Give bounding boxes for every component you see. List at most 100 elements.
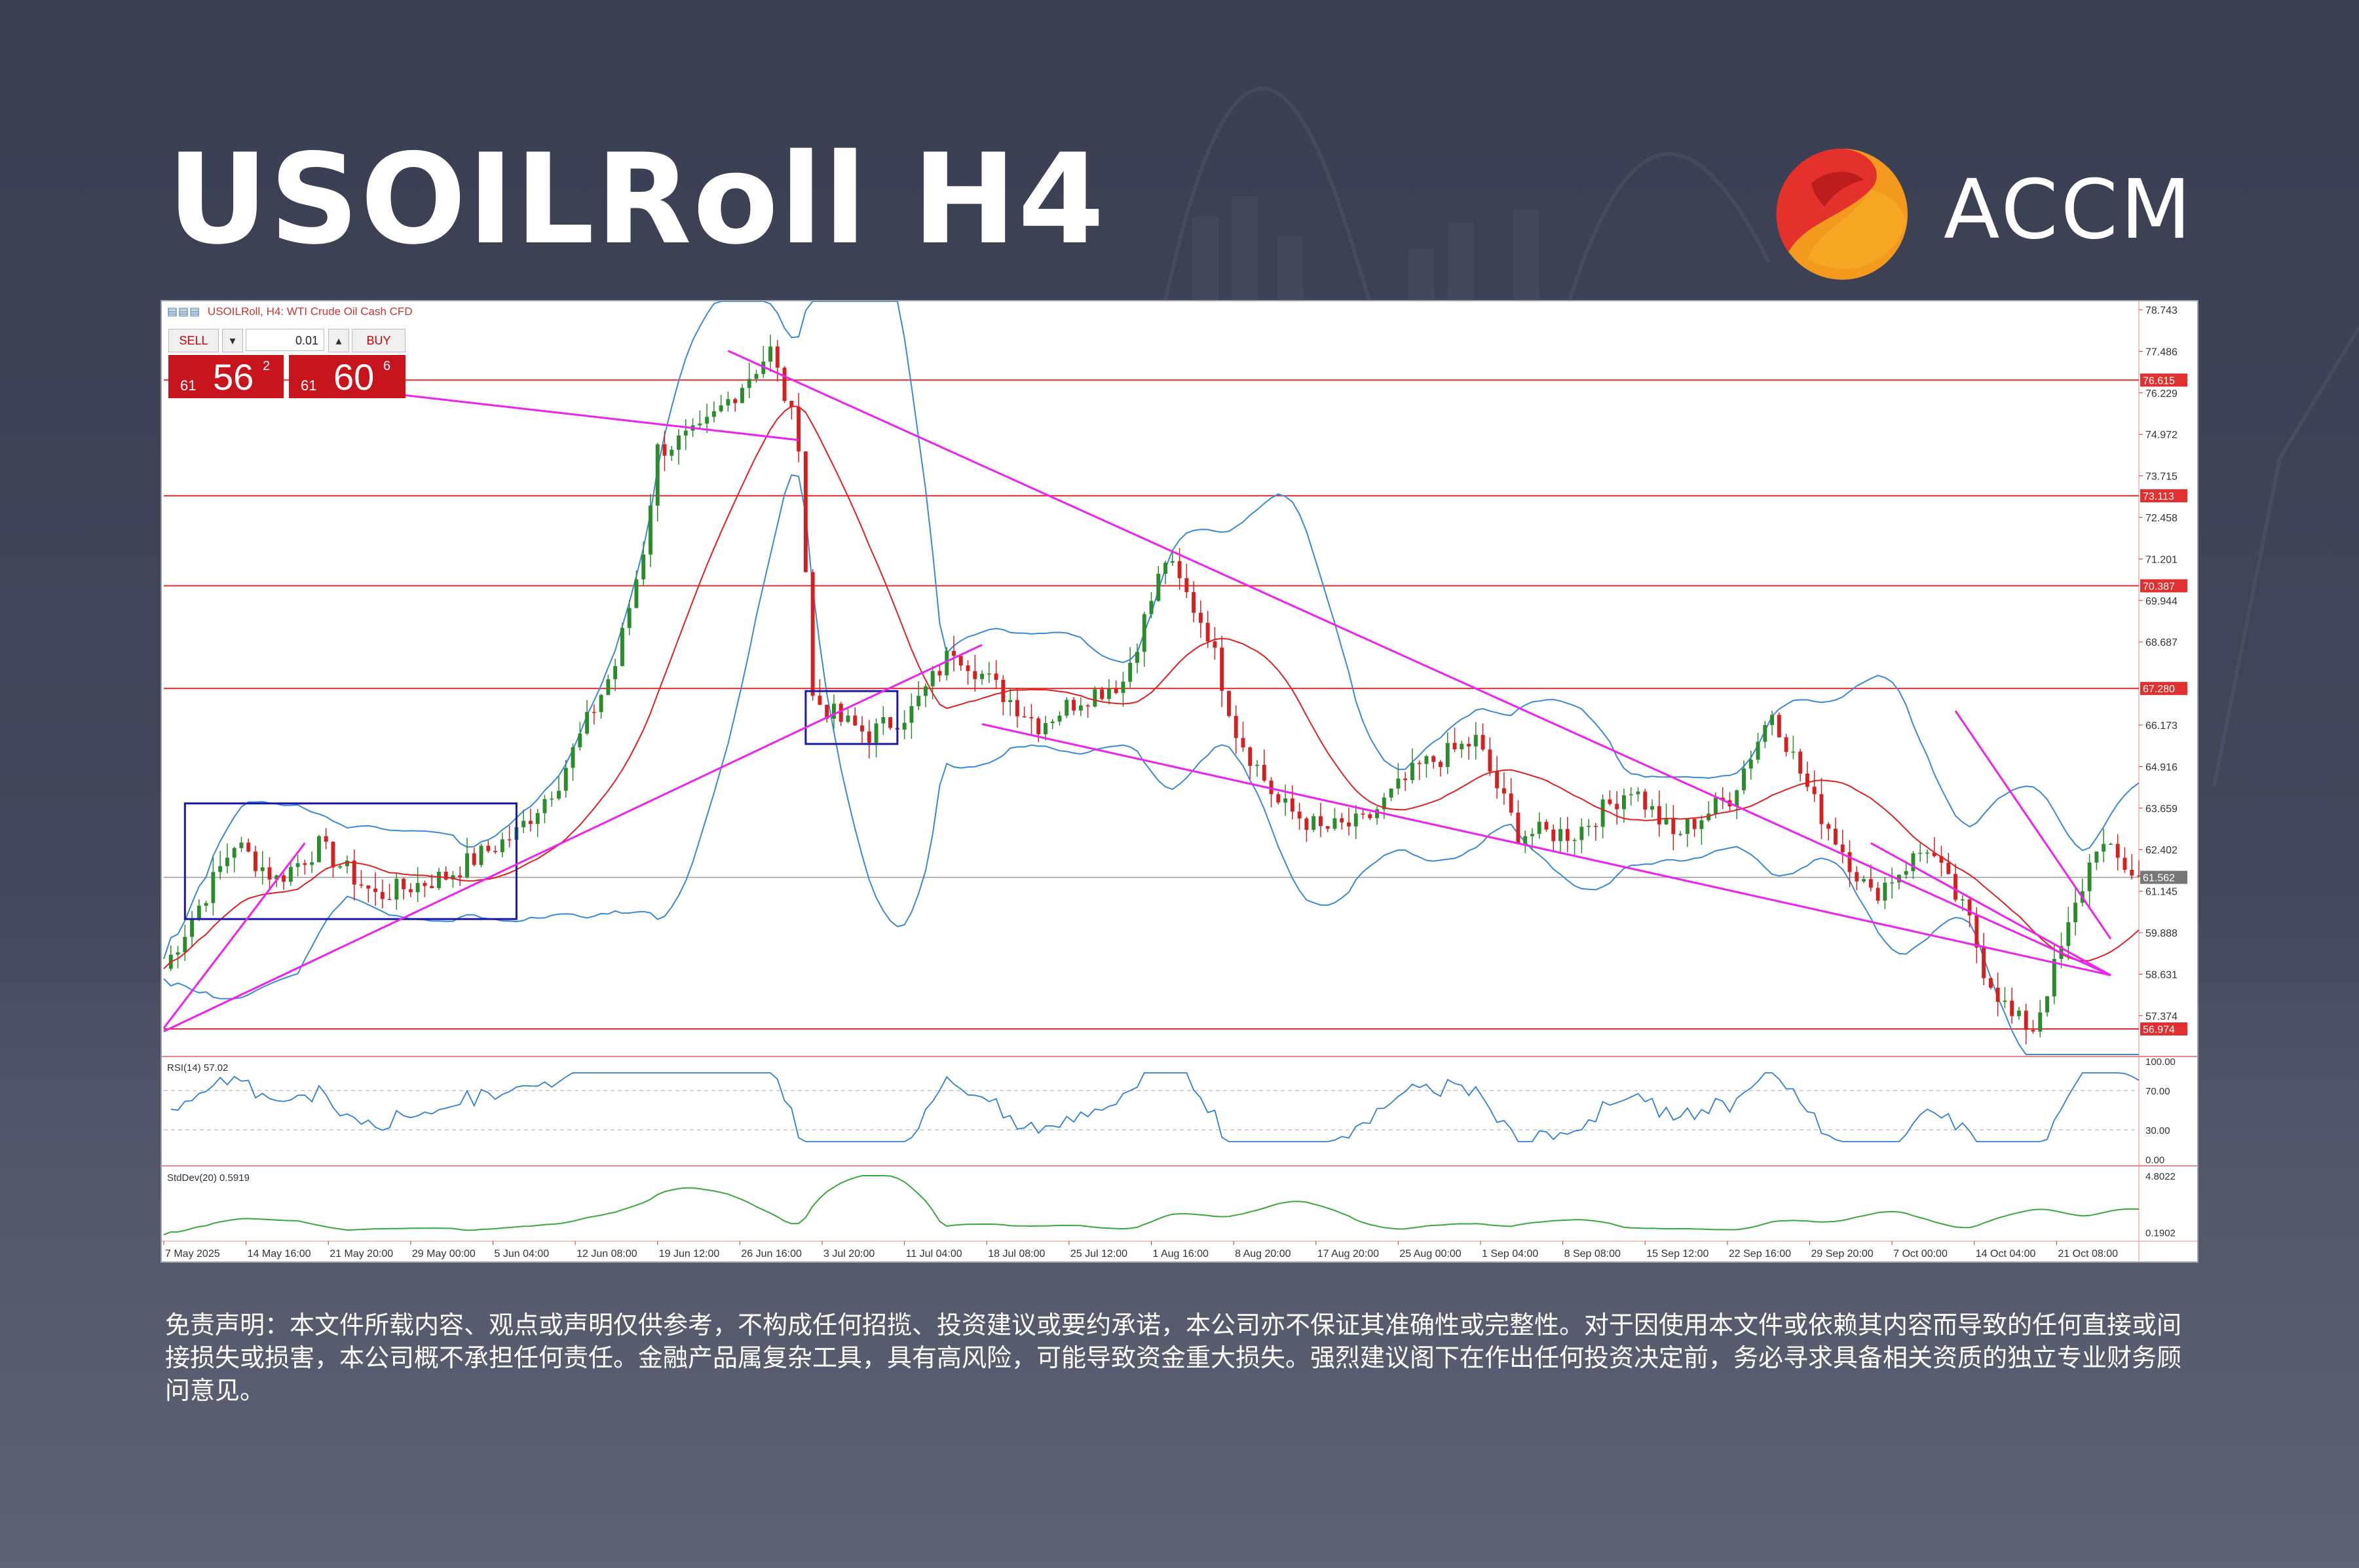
candle-body <box>916 696 921 707</box>
candle-body <box>2087 862 2092 891</box>
candle-body <box>641 554 646 580</box>
candle-body <box>331 842 335 868</box>
time-tick-label: 3 Jul 20:00 <box>823 1248 875 1260</box>
candle-body <box>1431 756 1436 762</box>
buy-price-main: 60 <box>333 356 375 398</box>
candle-body <box>1340 818 1344 823</box>
candle-body <box>550 798 554 800</box>
candle-body <box>627 608 632 628</box>
candle-body <box>232 848 236 858</box>
candle-body <box>719 405 723 411</box>
candle-body <box>1495 771 1500 789</box>
price-tick-label: 58.631 <box>2145 969 2178 980</box>
candle-body <box>1213 641 1217 648</box>
candle-body <box>1932 852 1936 857</box>
candle-body <box>952 650 956 656</box>
candle-body <box>563 768 568 791</box>
candle-body <box>1163 563 1167 574</box>
chart-window[interactable]: 78.743 77.486 76.229 74.972 73.715 72.458 71.2… <box>160 300 2199 1263</box>
buy-button[interactable]: BUY <box>352 329 406 352</box>
chart-canvas[interactable]: 78.743 77.486 76.229 74.972 73.715 72.458 71.2… <box>162 301 2197 1261</box>
candle-body <box>1283 798 1288 803</box>
price-tick-label: 62.402 <box>2145 845 2178 856</box>
candle-body <box>1093 689 1097 707</box>
candle-body <box>316 836 321 863</box>
candle-body <box>1713 797 1718 814</box>
time-tick-label: 8 Sep 08:00 <box>1564 1248 1621 1260</box>
candle-body <box>1065 700 1069 716</box>
candle-body <box>1678 834 1683 835</box>
current-price-tag <box>2140 870 2187 884</box>
candle-body <box>740 388 744 403</box>
page-title: USOILRoll H4 <box>167 127 1106 272</box>
sell-price-main: 56 <box>213 356 254 398</box>
price-level-tag <box>2140 489 2187 502</box>
price-tick-label: 57.374 <box>2145 1011 2178 1022</box>
candle-body <box>860 725 864 732</box>
candle-body <box>288 867 293 882</box>
time-tick-label: 21 May 20:00 <box>330 1248 393 1260</box>
candle-body <box>1720 797 1725 800</box>
candle-body <box>1995 987 2000 1002</box>
trend-line <box>727 350 2111 977</box>
candle-body <box>2038 1012 2043 1032</box>
candle-body <box>1544 821 1549 830</box>
price-tick-label: 68.687 <box>2145 637 2178 648</box>
candle-body <box>1805 774 1809 787</box>
candle-body <box>1410 762 1414 781</box>
price-tick-label: 71.201 <box>2145 554 2178 565</box>
trend-line <box>812 644 983 725</box>
lot-increase-icon[interactable]: ▴ <box>328 329 349 352</box>
symbol-description: USOILRoll, H4: WTI Crude Oil Cash CFD <box>207 305 413 318</box>
candle-body <box>2031 1030 2035 1032</box>
candle-body <box>1855 872 1859 882</box>
candle-body <box>218 866 223 872</box>
candle-body <box>1008 700 1013 702</box>
candle-body <box>711 411 716 417</box>
lot-decrease-icon[interactable]: ▾ <box>222 329 243 352</box>
candle-body <box>1234 716 1238 738</box>
trend-line <box>1870 842 2111 977</box>
candle-body <box>1015 700 1019 717</box>
candle-body <box>1530 834 1534 836</box>
candle-body <box>747 379 751 388</box>
candle-body <box>2045 996 2049 1013</box>
candle-body <box>1516 812 1520 844</box>
window-icons[interactable]: ▤▤▤ <box>167 305 201 318</box>
candle-body <box>1636 791 1640 794</box>
sell-price[interactable]: 61 56 2 <box>168 355 284 398</box>
candle-body <box>874 723 878 743</box>
candle-body <box>458 875 462 878</box>
time-tick-label: 14 May 16:00 <box>248 1248 311 1260</box>
candle-body <box>1763 724 1767 742</box>
candle-body <box>1735 790 1739 807</box>
candle-body <box>1452 743 1457 750</box>
candle-body <box>1156 574 1161 601</box>
candle-body <box>797 407 801 452</box>
candle-body <box>366 885 371 889</box>
buy-price[interactable]: 61 60 6 <box>289 355 406 398</box>
lot-size-input[interactable]: 0.01 <box>246 329 324 351</box>
candle-body <box>825 705 829 719</box>
candle-body <box>1509 793 1513 813</box>
stddev-line <box>163 1175 2140 1235</box>
candle-body <box>542 799 547 813</box>
price-tick-label: 76.229 <box>2145 388 2178 400</box>
candle-body <box>1960 899 1965 901</box>
time-tick-label: 1 Aug 16:00 <box>1153 1248 1209 1260</box>
candle-body <box>1460 743 1464 750</box>
candle-body <box>670 449 674 456</box>
candle-body <box>521 821 526 827</box>
candle-body <box>1325 826 1330 829</box>
candle-body <box>274 875 279 880</box>
stddev-tick-label: 0.1902 <box>2145 1227 2176 1239</box>
time-tick-label: 15 Sep 12:00 <box>1646 1248 1708 1260</box>
candle-body <box>451 875 455 880</box>
candle-body <box>1304 818 1309 830</box>
candle-body <box>1558 829 1562 842</box>
candle-body <box>881 717 886 724</box>
sell-button[interactable]: SELL <box>168 329 219 352</box>
stddev-label: StdDev(20) 0.5919 <box>167 1172 250 1184</box>
candle-body <box>1777 715 1781 737</box>
candle-body <box>1967 899 1972 916</box>
